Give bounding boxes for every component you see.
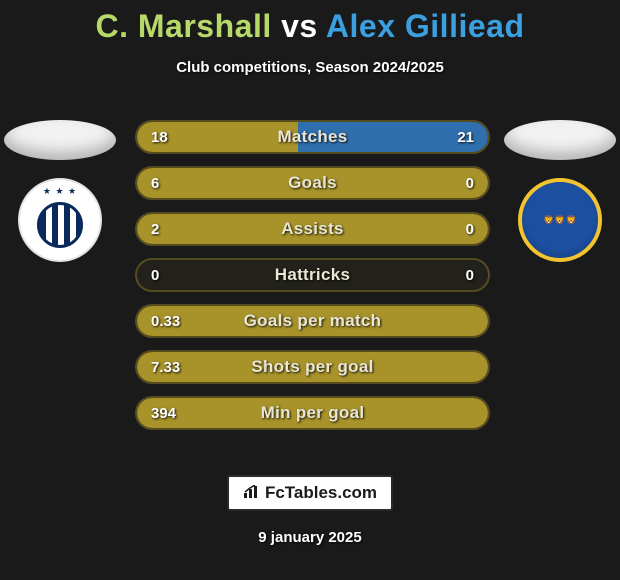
stat-value-player2: 0 bbox=[466, 168, 474, 198]
stat-label: Matches bbox=[137, 122, 488, 152]
brand-badge: FcTables.com bbox=[227, 475, 393, 511]
stat-label: Goals per match bbox=[137, 306, 488, 336]
stat-row: Min per goal394 bbox=[135, 396, 490, 430]
footer: FcTables.com 9 january 2025 bbox=[0, 475, 620, 546]
stat-value-player1: 18 bbox=[151, 122, 168, 152]
stat-label: Assists bbox=[137, 214, 488, 244]
stat-value-player1: 2 bbox=[151, 214, 159, 244]
stat-row: Assists2 0 bbox=[135, 212, 490, 246]
title-player1: C. Marshall bbox=[96, 8, 272, 44]
brand-text: FcTables.com bbox=[265, 483, 377, 503]
stat-value-player2: 0 bbox=[466, 260, 474, 290]
header: C. Marshall vs Alex Gilliead Club compet… bbox=[0, 0, 620, 76]
stat-value-player1: 0.33 bbox=[151, 306, 180, 336]
stat-row: Hattricks0 0 bbox=[135, 258, 490, 292]
chart-icon bbox=[243, 485, 259, 501]
stat-value-player1: 394 bbox=[151, 398, 176, 428]
stat-row: Shots per goal7.33 bbox=[135, 350, 490, 384]
player1-club-crest bbox=[18, 178, 102, 262]
stat-bars-container: Matches1821Goals60Assists20Hattricks00Go… bbox=[135, 120, 490, 442]
stat-row: Matches18 21 bbox=[135, 120, 490, 154]
subtitle: Club competitions, Season 2024/2025 bbox=[0, 59, 620, 76]
stat-value-player1: 7.33 bbox=[151, 352, 180, 382]
player2-photo-placeholder bbox=[504, 120, 616, 160]
player2-column: 🦁🦁🦁 bbox=[500, 120, 620, 300]
stat-row: Goals6 0 bbox=[135, 166, 490, 200]
stat-value-player2: 0 bbox=[466, 214, 474, 244]
stat-value-player1: 6 bbox=[151, 168, 159, 198]
player1-column bbox=[0, 120, 120, 300]
title-player2: Alex Gilliead bbox=[326, 8, 525, 44]
player2-club-crest: 🦁🦁🦁 bbox=[518, 178, 602, 262]
comparison-title: C. Marshall vs Alex Gilliead bbox=[0, 8, 620, 45]
shrewsbury-lions-icon: 🦁🦁🦁 bbox=[543, 215, 577, 226]
stat-label: Shots per goal bbox=[137, 352, 488, 382]
stat-row: Goals per match0.33 bbox=[135, 304, 490, 338]
stat-value-player2: 21 bbox=[457, 122, 474, 152]
title-vs: vs bbox=[281, 8, 318, 44]
huddersfield-stripes-icon bbox=[37, 202, 83, 248]
stat-label: Hattricks bbox=[137, 260, 488, 290]
stat-value-player1: 0 bbox=[151, 260, 159, 290]
stat-label: Goals bbox=[137, 168, 488, 198]
stat-label: Min per goal bbox=[137, 398, 488, 428]
snapshot-date: 9 january 2025 bbox=[0, 529, 620, 546]
player1-photo-placeholder bbox=[4, 120, 116, 160]
